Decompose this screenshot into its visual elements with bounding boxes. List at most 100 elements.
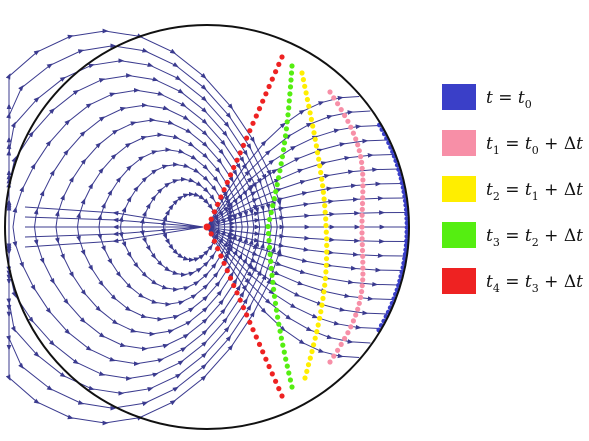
time-curve-dot xyxy=(265,223,271,230)
time-curve-dot xyxy=(360,183,366,189)
time-curve-dot xyxy=(359,224,365,230)
time-curve-dot xyxy=(269,371,275,377)
legend-swatch xyxy=(442,222,476,248)
time-curve-dot xyxy=(247,128,253,134)
time-curve-dot xyxy=(356,300,362,306)
time-curve-dot xyxy=(268,258,274,264)
time-curve-dot xyxy=(308,116,314,122)
time-curve-dot xyxy=(342,335,348,342)
streamline-left-inflow xyxy=(24,226,204,248)
time-curve-dot xyxy=(322,203,328,209)
time-curve-dot xyxy=(307,355,313,361)
time-curve-dot xyxy=(323,262,329,268)
time-curve-dot xyxy=(270,203,276,209)
time-curve-dot xyxy=(302,375,308,381)
time-curve-dot xyxy=(355,306,361,312)
time-curve-dot xyxy=(312,335,318,341)
time-curve-dot xyxy=(324,249,330,255)
time-curve-dot xyxy=(273,189,279,195)
streamline-right-inflow xyxy=(206,181,403,228)
time-curve-dot xyxy=(286,105,292,111)
time-curve-dot xyxy=(269,272,275,278)
legend-item-t1: t1 = t0 + Δt xyxy=(442,130,583,157)
time-curve-dot xyxy=(359,200,366,207)
time-curve-t2 xyxy=(299,70,330,381)
time-curve-t4 xyxy=(205,54,285,399)
time-curve-dot xyxy=(359,236,365,242)
streamlines xyxy=(5,28,407,426)
time-curve-dot xyxy=(360,271,366,277)
time-curve-dot xyxy=(315,322,321,328)
time-curve-dot xyxy=(277,328,283,334)
time-curve-dot xyxy=(287,377,293,383)
time-curve-dot xyxy=(273,307,280,313)
time-curve-dot xyxy=(215,246,221,252)
time-curve-dot xyxy=(286,370,292,376)
legend-swatch xyxy=(442,176,476,202)
streamline-left-inflow xyxy=(24,206,204,228)
time-curve-dot xyxy=(237,297,243,303)
time-curve-dot xyxy=(279,54,285,60)
time-curve-dot xyxy=(358,294,364,300)
time-curve-dot xyxy=(208,216,214,222)
time-curve-dot xyxy=(281,349,287,355)
time-curve-dot xyxy=(231,282,237,289)
time-curve-dot xyxy=(312,136,318,142)
time-curve-t1 xyxy=(327,89,366,365)
time-curve-dot xyxy=(273,378,279,384)
legend-swatch xyxy=(442,84,476,110)
streamline-right-inflow xyxy=(206,210,407,228)
time-curve-dot xyxy=(323,269,329,275)
time-curve-dot xyxy=(322,209,328,215)
time-curve-dot xyxy=(323,256,330,262)
time-curve-dot xyxy=(288,70,295,76)
time-curve-dot xyxy=(268,265,274,271)
time-curve-dot xyxy=(356,148,362,154)
time-curve-dot xyxy=(287,91,293,97)
legend-swatch xyxy=(442,268,476,294)
time-curve-dot xyxy=(320,189,326,195)
time-curve-dot xyxy=(323,229,329,235)
time-curve-dot xyxy=(324,242,330,248)
legend-label: t = t0 xyxy=(486,88,532,111)
time-curve-dot xyxy=(279,154,285,160)
streamline-left-inflow xyxy=(24,226,204,238)
time-curve-dot xyxy=(279,393,285,399)
time-curve-dot xyxy=(276,321,282,327)
time-curve-dot xyxy=(280,147,287,153)
time-curve-dot xyxy=(310,123,316,129)
time-curve-dot xyxy=(282,133,289,139)
time-curve-dot xyxy=(266,83,272,90)
time-curve-dot xyxy=(360,259,366,265)
time-curve-dot xyxy=(359,159,365,165)
time-curve-dot xyxy=(253,113,259,119)
time-curve-dot xyxy=(284,363,290,369)
time-curve-dot xyxy=(276,61,282,67)
time-curve-dot xyxy=(289,384,295,390)
time-curve-dot xyxy=(287,84,294,90)
streamline-upper-loop xyxy=(12,87,261,228)
time-curve-dot xyxy=(289,63,295,69)
time-curve-dot xyxy=(318,309,324,315)
time-curve-dot xyxy=(266,363,272,370)
time-curve-dot xyxy=(268,209,274,216)
time-curve-dot xyxy=(358,154,364,160)
time-curve-dot xyxy=(331,353,337,359)
time-curve-dot xyxy=(360,195,366,201)
time-curve-dot xyxy=(316,156,322,162)
time-curve-dot xyxy=(359,206,365,212)
time-curve-dot xyxy=(359,230,365,236)
streamline-lower-loop xyxy=(6,226,278,411)
time-curve-dot xyxy=(360,171,366,177)
time-curve-dot xyxy=(345,118,351,124)
time-curve-dot xyxy=(276,386,282,392)
time-curve-dot xyxy=(240,305,246,311)
streamline-upper-loop xyxy=(33,102,255,228)
time-curve-dot xyxy=(319,302,325,308)
time-curve-dot xyxy=(274,182,280,188)
time-curve-dot xyxy=(272,300,279,306)
time-curve-dot xyxy=(304,96,310,103)
time-curve-dot xyxy=(311,342,317,348)
time-curve-dot xyxy=(323,222,329,229)
time-curve-dot xyxy=(250,327,256,333)
